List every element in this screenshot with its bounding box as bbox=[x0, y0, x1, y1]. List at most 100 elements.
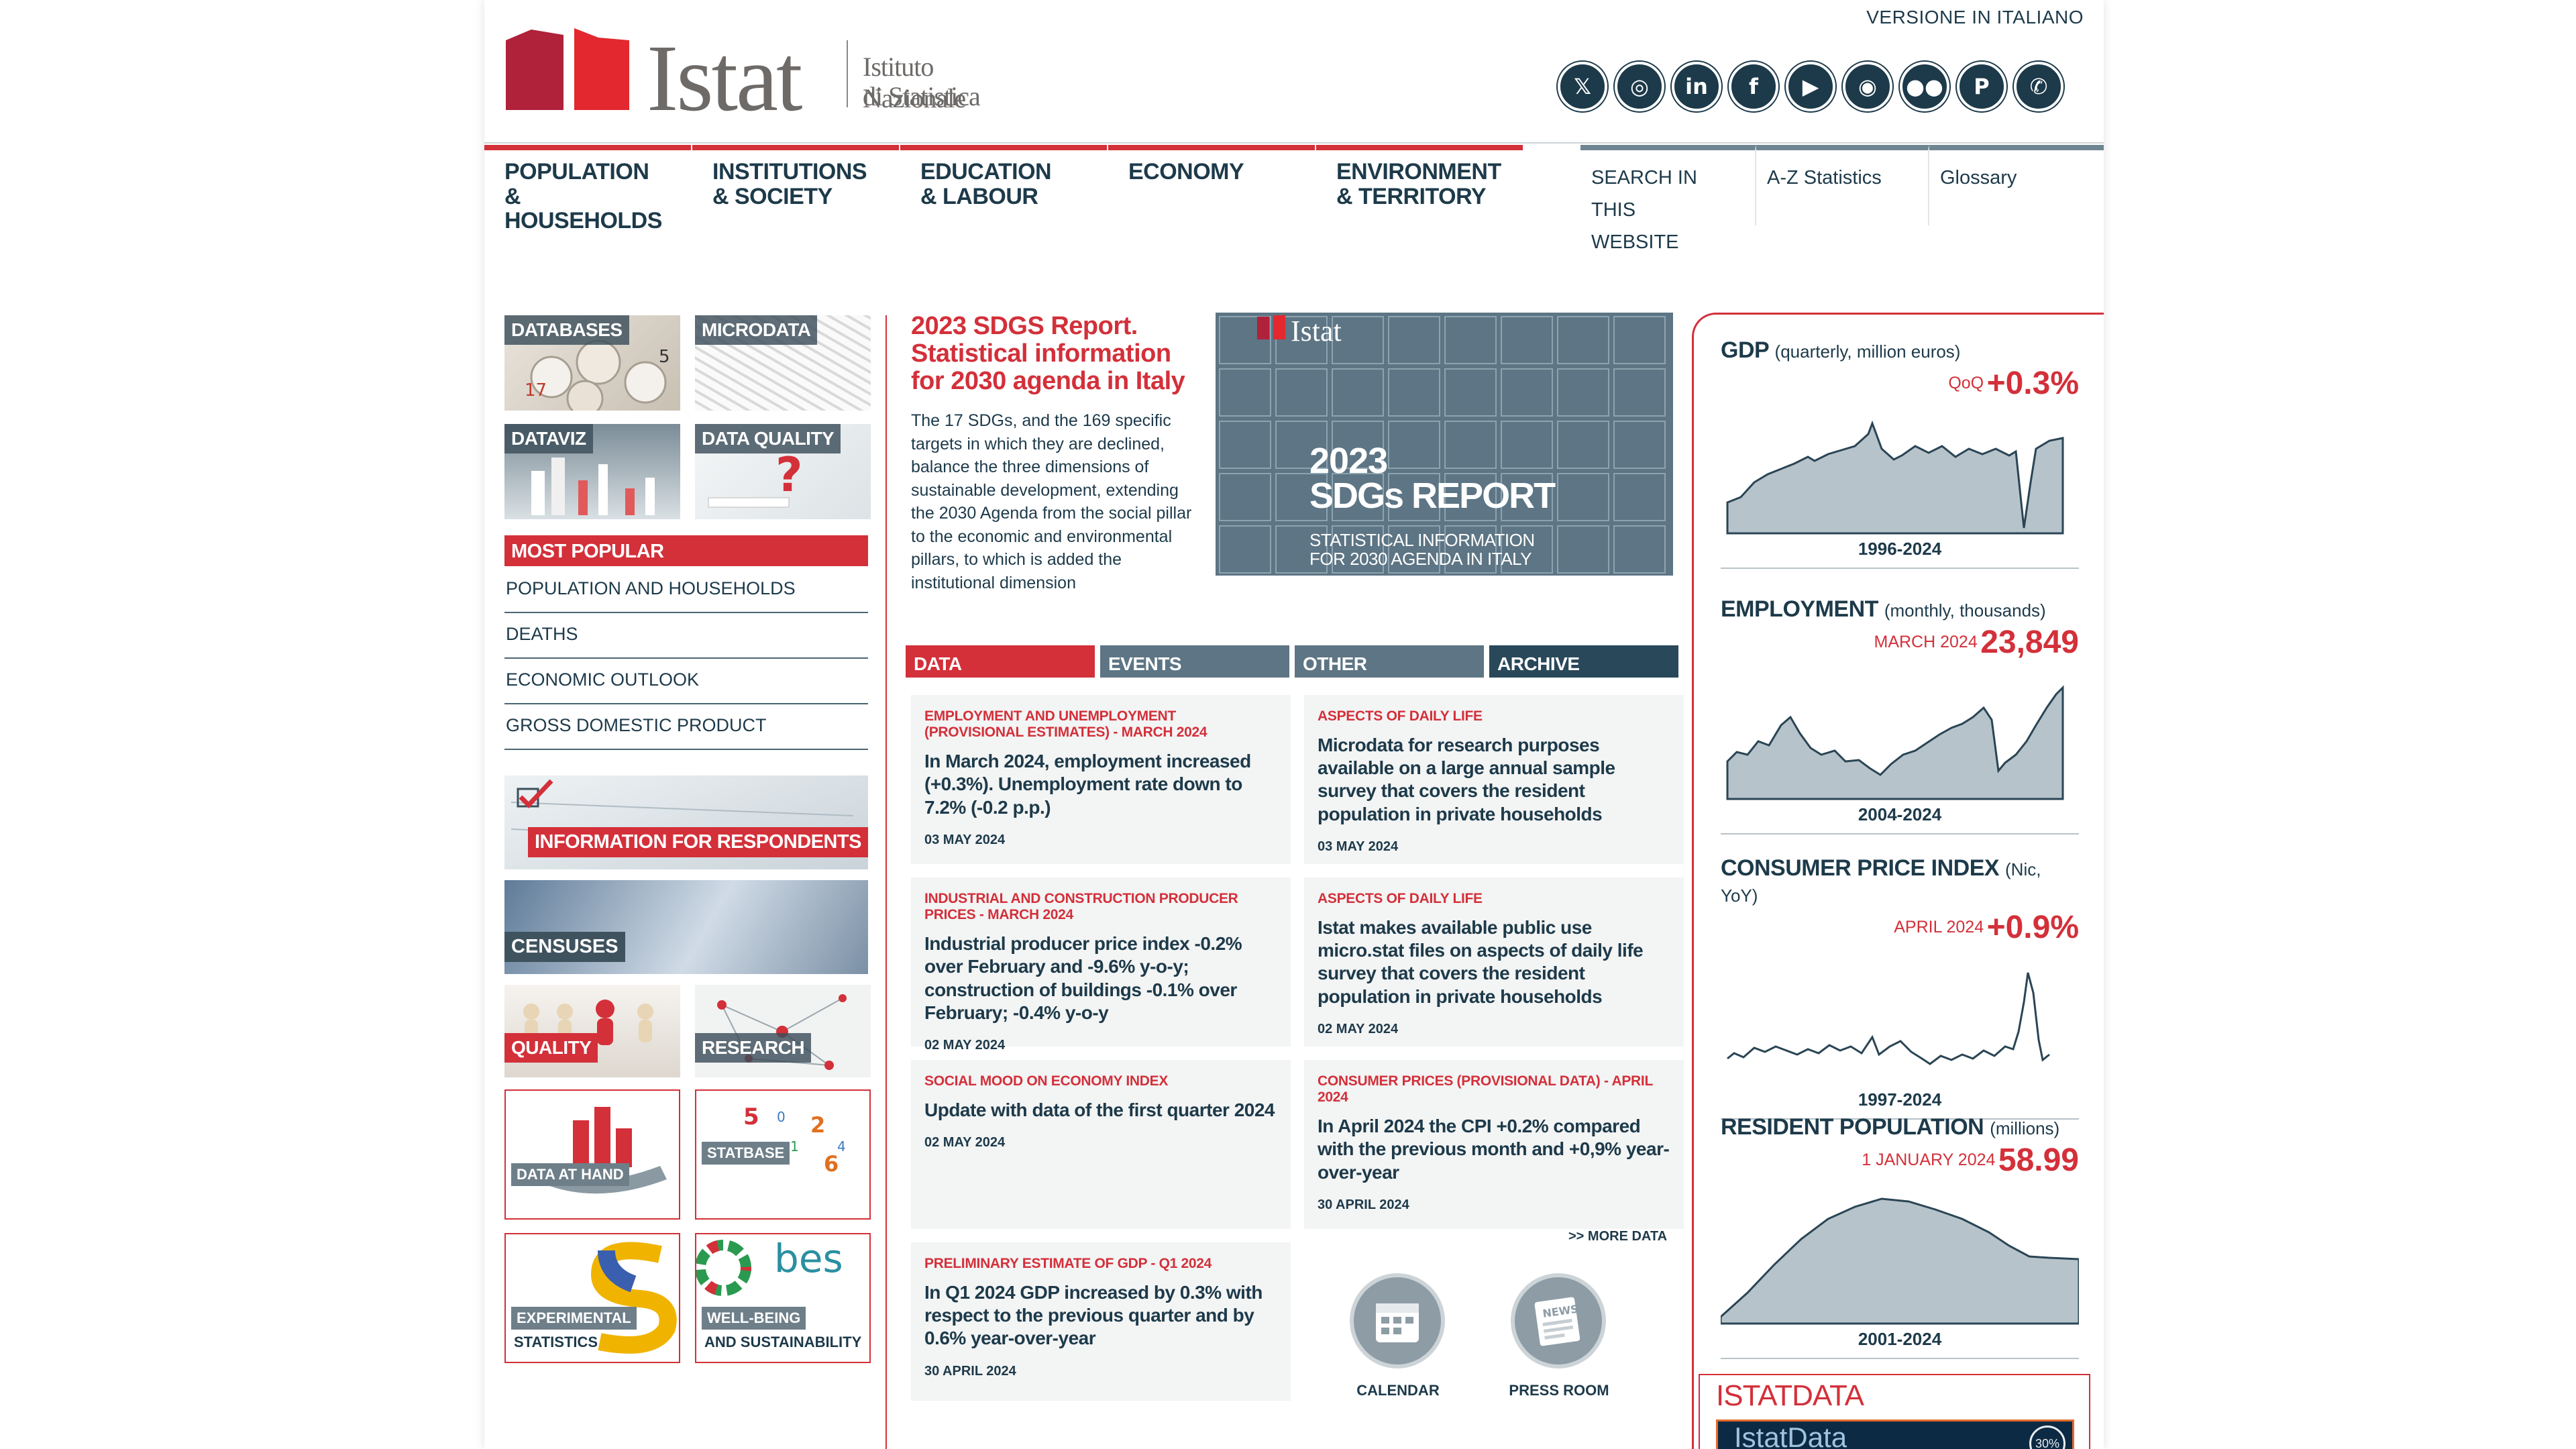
nav-population-households[interactable]: POPULATION & HOUSEHOLDS bbox=[484, 145, 691, 233]
calendar-label[interactable]: CALENDAR bbox=[1356, 1382, 1440, 1399]
instagram-icon[interactable]: ◎ bbox=[1615, 62, 1664, 111]
facebook-icon[interactable]: f bbox=[1729, 62, 1778, 111]
sdg-report-image[interactable]: Istat 2023 SDGs REPORT STATISTICAL INFOR… bbox=[1216, 313, 1673, 576]
header-divider bbox=[484, 142, 2104, 144]
press-room-button[interactable]: NEWS bbox=[1511, 1273, 1606, 1368]
nav-economy[interactable]: ECONOMY bbox=[1108, 145, 1315, 225]
svg-text:?: ? bbox=[775, 447, 803, 502]
microdata-tile[interactable]: MICRODATA bbox=[695, 315, 871, 411]
flickr-icon[interactable]: ●● bbox=[1900, 62, 1949, 111]
istatdata-badge: 30% bbox=[2029, 1426, 2065, 1449]
tab-other[interactable]: OTHER bbox=[1295, 645, 1484, 678]
news-card[interactable]: EMPLOYMENT AND UNEMPLOYMENT (PROVISIONAL… bbox=[911, 695, 1291, 864]
svg-text:2: 2 bbox=[810, 1112, 825, 1138]
databases-tile[interactable]: 17 5 DATABASES bbox=[504, 315, 680, 411]
calendar-button[interactable] bbox=[1350, 1273, 1445, 1368]
search-website-link[interactable]: SEARCH IN THIS WEBSITE bbox=[1580, 145, 1756, 253]
employment-sparkline bbox=[1726, 685, 2064, 800]
news-title: In March 2024, employment increased (+0.… bbox=[924, 751, 1251, 818]
whatsapp-icon[interactable]: ✆ bbox=[2014, 62, 2063, 111]
news-date: 03 MAY 2024 bbox=[924, 832, 1006, 847]
news-card[interactable]: ASPECTS OF DAILY LIFE Istat makes availa… bbox=[1304, 877, 1684, 1046]
news-category: CONSUMER PRICES (PROVISIONAL DATA) - APR… bbox=[1318, 1073, 1653, 1106]
more-data-link[interactable]: >> MORE DATA bbox=[1568, 1229, 1668, 1244]
data-quality-tile[interactable]: ? DATA QUALITY bbox=[695, 424, 871, 519]
youtube-icon[interactable]: ▶ bbox=[1786, 62, 1835, 111]
news-card[interactable]: SOCIAL MOOD ON ECONOMY INDEX Update with… bbox=[911, 1060, 1291, 1229]
search-label: WEBSITE bbox=[1591, 231, 1679, 253]
news-card[interactable]: ASPECTS OF DAILY LIFE Microdata for rese… bbox=[1304, 695, 1684, 864]
indicator-population[interactable]: RESIDENT POPULATION (millions) 1 JANUARY… bbox=[1721, 1114, 2079, 1359]
news-title: Istat makes available public use micro.s… bbox=[1318, 917, 1644, 1007]
indicator-cpi[interactable]: CONSUMER PRICE INDEX (Nic, YoY) APRIL 20… bbox=[1721, 855, 2079, 1120]
glossary-link[interactable]: Glossary bbox=[1929, 145, 2104, 225]
sdg-grid-cell bbox=[1219, 525, 1271, 574]
pinterest-icon[interactable]: P bbox=[1957, 62, 2006, 111]
nav-institutions-society[interactable]: INSTITUTIONS & SOCIETY bbox=[692, 145, 899, 225]
sdg-grid-cell bbox=[1332, 316, 1384, 364]
sdg-grid-cell bbox=[1275, 368, 1328, 417]
research-tile[interactable]: RESEARCH bbox=[695, 985, 871, 1077]
respondents-banner[interactable]: INFORMATION FOR RESPONDENTS bbox=[504, 775, 868, 869]
nav-label: & TERRITORY bbox=[1336, 183, 1487, 209]
nav-label: POPULATION bbox=[504, 159, 649, 184]
svg-text:6: 6 bbox=[824, 1151, 839, 1177]
sdg-grid-cell bbox=[1444, 316, 1497, 364]
research-label: RESEARCH bbox=[695, 1033, 812, 1063]
popular-item[interactable]: GROSS DOMESTIC PRODUCT bbox=[504, 704, 868, 750]
news-card[interactable]: PRELIMINARY ESTIMATE OF GDP - Q1 2024 In… bbox=[911, 1242, 1291, 1401]
istatdata-box[interactable]: ISTATDATA IstatData 30% bbox=[1699, 1374, 2090, 1449]
sdg-grid-cell bbox=[1557, 368, 1609, 417]
az-statistics-link[interactable]: A-Z Statistics bbox=[1756, 145, 1929, 225]
istat-logo[interactable]: Istat Istituto Nazionale di Statistica bbox=[504, 25, 1041, 131]
sdg-grid-cell bbox=[1388, 525, 1440, 574]
tab-events[interactable]: EVENTS bbox=[1100, 645, 1289, 678]
quality-tile[interactable]: QUALITY bbox=[504, 985, 680, 1077]
nav-label: EDUCATION bbox=[920, 159, 1052, 184]
nav-education-labour[interactable]: EDUCATION & LABOUR bbox=[900, 145, 1107, 225]
dataviz-tile[interactable]: DATAVIZ bbox=[504, 424, 680, 519]
sdg-grid-cell bbox=[1501, 525, 1553, 574]
logo-wordmark: Istat bbox=[647, 25, 802, 131]
data-at-hand-label: DATA AT HAND bbox=[511, 1163, 629, 1186]
news-date: 02 MAY 2024 bbox=[924, 1135, 1006, 1150]
dataviz-image bbox=[531, 458, 655, 515]
slideshare-icon[interactable]: ◉ bbox=[1843, 62, 1892, 111]
popular-item[interactable]: POPULATION AND HOUSEHOLDS bbox=[504, 568, 868, 613]
linkedin-icon[interactable]: in bbox=[1672, 62, 1721, 111]
italian-version-link[interactable]: VERSIONE IN ITALIANO bbox=[1866, 7, 2084, 28]
press-room-label[interactable]: PRESS ROOM bbox=[1509, 1382, 1609, 1399]
indicator-unit: (quarterly, million euros) bbox=[1774, 341, 1961, 362]
sdg-grid-cell bbox=[1332, 421, 1384, 469]
censuses-banner[interactable]: CENSUSES bbox=[504, 880, 868, 974]
tab-archive[interactable]: ARCHIVE bbox=[1489, 645, 1678, 678]
indicator-period: APRIL 2024 bbox=[1894, 918, 1984, 936]
news-card[interactable]: CONSUMER PRICES (PROVISIONAL DATA) - APR… bbox=[1304, 1060, 1684, 1229]
nav-environment-territory[interactable]: ENVIRONMENT & TERRITORY bbox=[1316, 145, 1523, 225]
nav-label: INSTITUTIONS bbox=[712, 159, 867, 184]
sdg-grid-cell bbox=[1557, 316, 1609, 364]
statbase-label: STATBASE bbox=[702, 1142, 790, 1165]
sdg-report-title[interactable]: 2023 SDGS Report. Statistical informatio… bbox=[911, 312, 1185, 396]
popular-item[interactable]: ECONOMIC OUTLOOK bbox=[504, 659, 868, 704]
well-being-tile[interactable]: bes WELL-BEING AND SUSTAINABILITY bbox=[695, 1233, 871, 1363]
news-category: INDUSTRIAL AND CONSTRUCTION PRODUCER PRI… bbox=[924, 891, 1238, 923]
popular-item[interactable]: DEATHS bbox=[504, 613, 868, 659]
logo-divider bbox=[847, 40, 848, 107]
news-category: EMPLOYMENT AND UNEMPLOYMENT (PROVISIONAL… bbox=[924, 708, 1208, 741]
news-card[interactable]: INDUSTRIAL AND CONSTRUCTION PRODUCER PRI… bbox=[911, 877, 1291, 1053]
statbase-tile[interactable]: 5 0 2 6 1 4 STATBASE bbox=[695, 1089, 871, 1220]
news-tabs: DATA EVENTS OTHER ARCHIVE bbox=[906, 645, 1678, 678]
sdg-grid-cell bbox=[1219, 368, 1271, 417]
social-links: 𝕏 ◎ in f ▶ ◉ ●● P ✆ bbox=[1558, 62, 2063, 111]
tab-data[interactable]: DATA bbox=[906, 645, 1095, 678]
indicator-gdp[interactable]: GDP (quarterly, million euros) QoQ +0.3%… bbox=[1721, 337, 2079, 569]
sdg-grid-cell bbox=[1613, 316, 1666, 364]
hand-chart-icon bbox=[546, 1107, 667, 1194]
sdg-grid-cell bbox=[1501, 421, 1553, 469]
data-at-hand-tile[interactable]: DATA AT HAND bbox=[504, 1089, 680, 1220]
experimental-statistics-tile[interactable]: EXPERIMENTAL STATISTICS bbox=[504, 1233, 680, 1363]
indicator-period: 1 JANUARY 2024 bbox=[1862, 1150, 1996, 1169]
x-icon[interactable]: 𝕏 bbox=[1558, 62, 1607, 111]
indicator-employment[interactable]: EMPLOYMENT (monthly, thousands) MARCH 20… bbox=[1721, 596, 2079, 835]
